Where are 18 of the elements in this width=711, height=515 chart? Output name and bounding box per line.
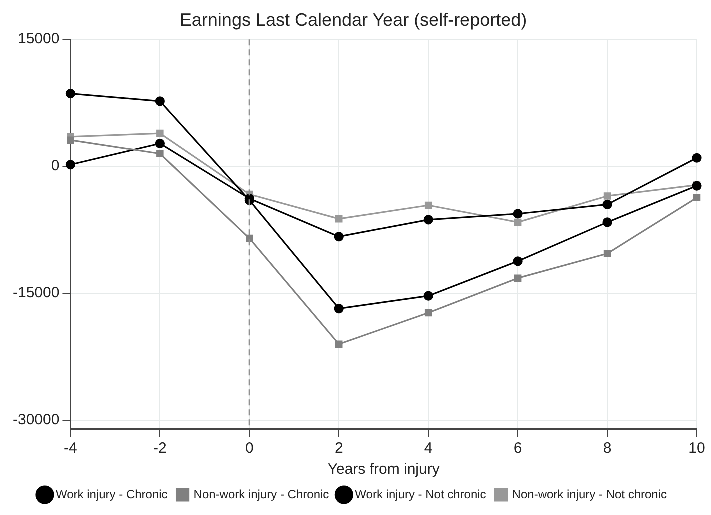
x-tick-label: 6 [514,440,522,458]
x-tick-label: 2 [334,440,344,458]
legend-label: Non-work injury - Not chronic [512,487,668,502]
legend-label: Non-work injury - Chronic [194,487,330,502]
x-tick-label: 0 [245,440,254,458]
x-tick-label: -2 [154,440,167,458]
legend-label: Work injury - Not chronic [355,487,486,502]
x-tick-label: 10 [688,440,706,458]
x-tick-label: 4 [424,440,433,458]
legend-label: Work injury - Chronic [56,487,168,502]
y-tick-label: 0 [51,158,60,175]
chart-title: Earnings Last Calendar Year (self-reported) [180,10,528,30]
x-tick-label: -4 [64,440,78,458]
y-tick-label: -30000 [12,412,60,429]
y-tick-label: 15000 [18,30,60,48]
x-axis-title: Years from injury [328,461,440,478]
y-tick-label: -15000 [12,284,60,302]
x-tick-label: 8 [603,440,612,458]
